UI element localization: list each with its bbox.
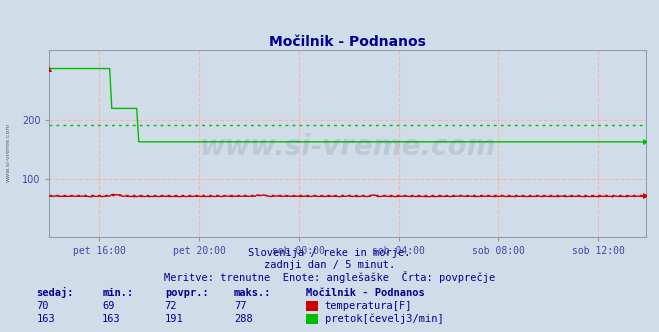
Text: povpr.:: povpr.:: [165, 288, 208, 298]
Text: 288: 288: [234, 314, 252, 324]
Text: Meritve: trenutne  Enote: anglešaške  Črta: povprečje: Meritve: trenutne Enote: anglešaške Črta…: [164, 271, 495, 283]
Title: Močilnik - Podnanos: Močilnik - Podnanos: [269, 35, 426, 48]
Text: www.si-vreme.com: www.si-vreme.com: [200, 133, 496, 161]
Text: sedaj:: sedaj:: [36, 287, 74, 298]
Text: zadnji dan / 5 minut.: zadnji dan / 5 minut.: [264, 260, 395, 270]
Text: 69: 69: [102, 301, 115, 311]
Text: temperatura[F]: temperatura[F]: [325, 301, 413, 311]
Text: Močilnik - Podnanos: Močilnik - Podnanos: [306, 288, 425, 298]
Text: Slovenija / reke in morje.: Slovenija / reke in morje.: [248, 248, 411, 258]
Text: 70: 70: [36, 301, 49, 311]
Text: 191: 191: [165, 314, 183, 324]
Text: www.si-vreme.com: www.si-vreme.com: [5, 123, 11, 183]
Text: pretok[čevelj3/min]: pretok[čevelj3/min]: [325, 313, 444, 324]
Text: 77: 77: [234, 301, 246, 311]
Text: min.:: min.:: [102, 288, 133, 298]
Text: maks.:: maks.:: [234, 288, 272, 298]
Text: 163: 163: [36, 314, 55, 324]
Text: 72: 72: [165, 301, 177, 311]
Text: 163: 163: [102, 314, 121, 324]
